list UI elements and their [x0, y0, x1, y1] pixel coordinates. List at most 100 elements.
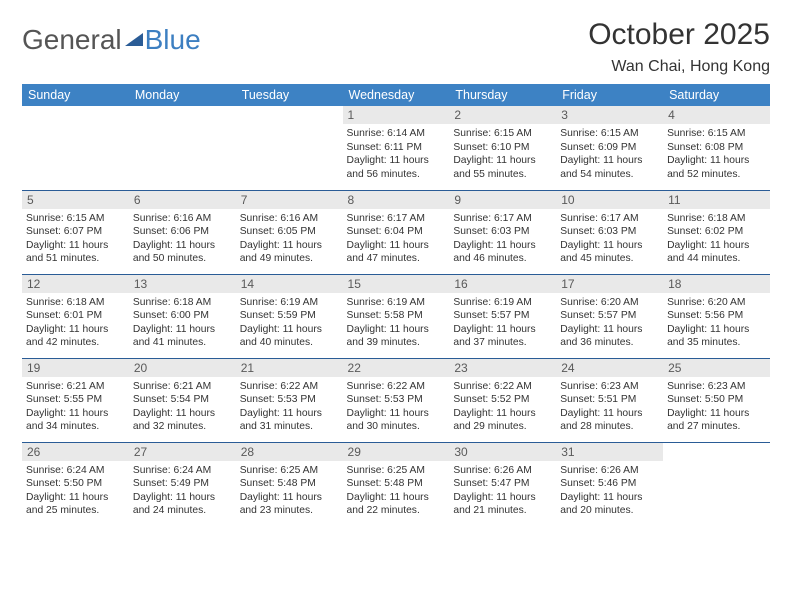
daylight-line: Daylight: 11 hours and 41 minutes. — [133, 323, 232, 350]
sunrise-line: Sunrise: 6:15 AM — [560, 127, 659, 141]
sunrise-line: Sunrise: 6:18 AM — [667, 212, 766, 226]
sunrise-line: Sunrise: 6:14 AM — [347, 127, 446, 141]
daylight-line: Daylight: 11 hours and 50 minutes. — [133, 239, 232, 266]
day-number: 20 — [129, 359, 236, 377]
calendar-day-cell: 26Sunrise: 6:24 AMSunset: 5:50 PMDayligh… — [22, 442, 129, 526]
day-number: 7 — [236, 191, 343, 209]
day-data: Sunrise: 6:15 AMSunset: 6:09 PMDaylight:… — [556, 124, 663, 183]
daylight-line: Daylight: 11 hours and 27 minutes. — [667, 407, 766, 434]
sunrise-line: Sunrise: 6:17 AM — [453, 212, 552, 226]
daylight-line: Daylight: 11 hours and 37 minutes. — [453, 323, 552, 350]
day-number: 31 — [556, 443, 663, 461]
calendar-day-cell: 10Sunrise: 6:17 AMSunset: 6:03 PMDayligh… — [556, 190, 663, 274]
calendar-day-cell: 25Sunrise: 6:23 AMSunset: 5:50 PMDayligh… — [663, 358, 770, 442]
daylight-line: Daylight: 11 hours and 22 minutes. — [347, 491, 446, 518]
daylight-line: Daylight: 11 hours and 46 minutes. — [453, 239, 552, 266]
day-number — [236, 106, 343, 124]
sunrise-line: Sunrise: 6:22 AM — [347, 380, 446, 394]
calendar-week-row: 12Sunrise: 6:18 AMSunset: 6:01 PMDayligh… — [22, 274, 770, 358]
daylight-line: Daylight: 11 hours and 21 minutes. — [453, 491, 552, 518]
day-number: 15 — [343, 275, 450, 293]
daylight-line: Daylight: 11 hours and 56 minutes. — [347, 154, 446, 181]
daylight-line: Daylight: 11 hours and 45 minutes. — [560, 239, 659, 266]
daylight-line: Daylight: 11 hours and 24 minutes. — [133, 491, 232, 518]
sunrise-line: Sunrise: 6:26 AM — [560, 464, 659, 478]
weekday-header: Monday — [129, 84, 236, 106]
sunrise-line: Sunrise: 6:20 AM — [667, 296, 766, 310]
calendar-day-cell — [129, 106, 236, 190]
calendar-day-cell: 6Sunrise: 6:16 AMSunset: 6:06 PMDaylight… — [129, 190, 236, 274]
calendar-day-cell: 8Sunrise: 6:17 AMSunset: 6:04 PMDaylight… — [343, 190, 450, 274]
weekday-header: Thursday — [449, 84, 556, 106]
day-number: 3 — [556, 106, 663, 124]
day-number: 10 — [556, 191, 663, 209]
day-data: Sunrise: 6:19 AMSunset: 5:57 PMDaylight:… — [449, 293, 556, 352]
day-number: 9 — [449, 191, 556, 209]
sunset-line: Sunset: 5:53 PM — [347, 393, 446, 407]
sunrise-line: Sunrise: 6:22 AM — [453, 380, 552, 394]
day-number: 28 — [236, 443, 343, 461]
sunrise-line: Sunrise: 6:19 AM — [240, 296, 339, 310]
day-number — [129, 106, 236, 124]
calendar-day-cell: 30Sunrise: 6:26 AMSunset: 5:47 PMDayligh… — [449, 442, 556, 526]
day-number: 19 — [22, 359, 129, 377]
sunset-line: Sunset: 6:00 PM — [133, 309, 232, 323]
calendar-day-cell: 18Sunrise: 6:20 AMSunset: 5:56 PMDayligh… — [663, 274, 770, 358]
sunset-line: Sunset: 6:10 PM — [453, 141, 552, 155]
weekday-header: Friday — [556, 84, 663, 106]
sunset-line: Sunset: 5:59 PM — [240, 309, 339, 323]
day-data: Sunrise: 6:24 AMSunset: 5:49 PMDaylight:… — [129, 461, 236, 520]
day-number: 24 — [556, 359, 663, 377]
sunset-line: Sunset: 5:55 PM — [26, 393, 125, 407]
daylight-line: Daylight: 11 hours and 23 minutes. — [240, 491, 339, 518]
sunrise-line: Sunrise: 6:23 AM — [667, 380, 766, 394]
sunrise-line: Sunrise: 6:22 AM — [240, 380, 339, 394]
day-data: Sunrise: 6:20 AMSunset: 5:57 PMDaylight:… — [556, 293, 663, 352]
day-number: 12 — [22, 275, 129, 293]
sunrise-line: Sunrise: 6:21 AM — [26, 380, 125, 394]
sunset-line: Sunset: 6:04 PM — [347, 225, 446, 239]
sunset-line: Sunset: 5:57 PM — [453, 309, 552, 323]
weekday-header: Saturday — [663, 84, 770, 106]
calendar-day-cell: 14Sunrise: 6:19 AMSunset: 5:59 PMDayligh… — [236, 274, 343, 358]
day-data: Sunrise: 6:15 AMSunset: 6:08 PMDaylight:… — [663, 124, 770, 183]
title-block: October 2025 Wan Chai, Hong Kong — [588, 18, 770, 76]
calendar-header-row: Sunday Monday Tuesday Wednesday Thursday… — [22, 84, 770, 106]
sunset-line: Sunset: 5:57 PM — [560, 309, 659, 323]
sunset-line: Sunset: 6:03 PM — [453, 225, 552, 239]
sunrise-line: Sunrise: 6:20 AM — [560, 296, 659, 310]
sunset-line: Sunset: 5:47 PM — [453, 477, 552, 491]
sunrise-line: Sunrise: 6:24 AM — [133, 464, 232, 478]
sunset-line: Sunset: 5:48 PM — [240, 477, 339, 491]
sunset-line: Sunset: 5:50 PM — [667, 393, 766, 407]
sunrise-line: Sunrise: 6:15 AM — [453, 127, 552, 141]
day-data: Sunrise: 6:19 AMSunset: 5:58 PMDaylight:… — [343, 293, 450, 352]
day-data: Sunrise: 6:20 AMSunset: 5:56 PMDaylight:… — [663, 293, 770, 352]
day-data: Sunrise: 6:19 AMSunset: 5:59 PMDaylight:… — [236, 293, 343, 352]
calendar-page: GeneralBlue October 2025 Wan Chai, Hong … — [0, 0, 792, 544]
day-number: 27 — [129, 443, 236, 461]
sunset-line: Sunset: 5:49 PM — [133, 477, 232, 491]
sunrise-line: Sunrise: 6:19 AM — [453, 296, 552, 310]
day-data: Sunrise: 6:17 AMSunset: 6:03 PMDaylight:… — [449, 209, 556, 268]
day-data: Sunrise: 6:23 AMSunset: 5:51 PMDaylight:… — [556, 377, 663, 436]
day-data: Sunrise: 6:18 AMSunset: 6:00 PMDaylight:… — [129, 293, 236, 352]
calendar-week-row: 1Sunrise: 6:14 AMSunset: 6:11 PMDaylight… — [22, 106, 770, 190]
daylight-line: Daylight: 11 hours and 44 minutes. — [667, 239, 766, 266]
brand-part2: Blue — [145, 24, 201, 56]
calendar-day-cell: 9Sunrise: 6:17 AMSunset: 6:03 PMDaylight… — [449, 190, 556, 274]
sunrise-line: Sunrise: 6:15 AM — [667, 127, 766, 141]
sunset-line: Sunset: 6:02 PM — [667, 225, 766, 239]
day-data: Sunrise: 6:23 AMSunset: 5:50 PMDaylight:… — [663, 377, 770, 436]
daylight-line: Daylight: 11 hours and 31 minutes. — [240, 407, 339, 434]
day-number: 8 — [343, 191, 450, 209]
day-data: Sunrise: 6:16 AMSunset: 6:06 PMDaylight:… — [129, 209, 236, 268]
sunset-line: Sunset: 6:05 PM — [240, 225, 339, 239]
sunset-line: Sunset: 5:54 PM — [133, 393, 232, 407]
day-number — [22, 106, 129, 124]
sunset-line: Sunset: 5:48 PM — [347, 477, 446, 491]
day-data: Sunrise: 6:25 AMSunset: 5:48 PMDaylight:… — [236, 461, 343, 520]
calendar-day-cell: 17Sunrise: 6:20 AMSunset: 5:57 PMDayligh… — [556, 274, 663, 358]
day-data: Sunrise: 6:22 AMSunset: 5:53 PMDaylight:… — [343, 377, 450, 436]
day-number: 21 — [236, 359, 343, 377]
